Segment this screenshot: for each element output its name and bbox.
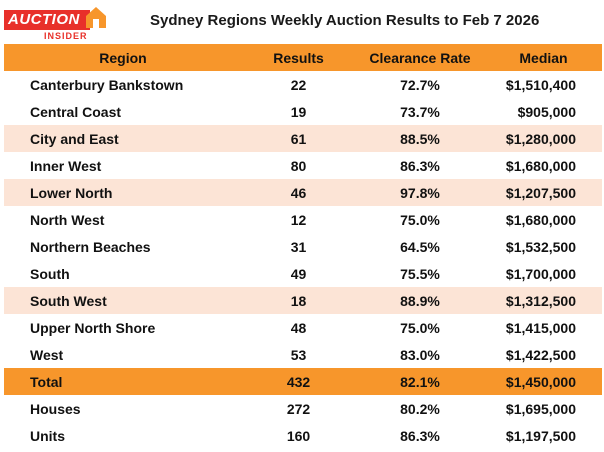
table-cell: South [30, 265, 70, 282]
table-cell: 53 [290, 346, 307, 363]
table-row: City and East 61 88.5% $1,280,000 [4, 125, 602, 152]
table-cell: 19 [290, 103, 307, 120]
table-cell: Central Coast [30, 103, 122, 120]
table-cell: 272 [286, 400, 311, 417]
table-cell: 97.8% [355, 179, 485, 206]
table-row: Total 432 82.1% $1,450,000 [4, 368, 602, 395]
table-cell: Units [30, 427, 65, 444]
logo: AUCTION INSIDER [4, 4, 108, 42]
header-cell: Median [485, 44, 602, 71]
table-cell: 80 [290, 157, 307, 174]
table-cell: 31 [290, 238, 307, 255]
table-cell: West [30, 346, 64, 363]
title: Sydney Regions Weekly Auction Results to… [150, 12, 540, 29]
table-cell: $1,680,000 [505, 211, 576, 228]
table-cell: Lower North [4, 179, 242, 206]
logo-sub: INSIDER [44, 31, 88, 41]
header-cell: Results [242, 44, 355, 71]
table-cell: 75.5% [400, 265, 440, 282]
table-row: South 49 75.5% $1,700,000 [4, 260, 602, 287]
table-cell: Upper North Shore [30, 319, 156, 336]
table-cell: 48 [290, 319, 307, 336]
table-cell: 432 [242, 368, 355, 395]
table-cell: 64.5% [400, 238, 440, 255]
table-cell: Houses [30, 400, 81, 417]
table-cell: 46 [242, 179, 355, 206]
table-row: Units 160 86.3% $1,197,500 [4, 422, 602, 449]
table-cell: 160 [286, 427, 311, 444]
table-cell: Total [4, 368, 242, 395]
table-cell: 18 [242, 287, 355, 314]
table-cell: Inner West [30, 157, 102, 174]
table-cell: $1,532,500 [505, 238, 576, 255]
table-row: South West 18 88.9% $1,312,500 [4, 287, 602, 314]
table-cell: 82.1% [355, 368, 485, 395]
table-cell: South West [4, 287, 242, 314]
table-cell: 83.0% [400, 346, 440, 363]
header-cell: Region [4, 44, 242, 71]
table-cell: $1,510,400 [505, 76, 576, 93]
table-cell: 72.7% [400, 76, 440, 93]
table-cell: $1,415,000 [505, 319, 576, 336]
table-cell: 75.0% [400, 211, 440, 228]
results-table: Region Results Clearance Rate Median Canter… [4, 44, 602, 449]
header-cell: Clearance Rate [355, 44, 485, 71]
table-cell: $1,422,500 [505, 346, 576, 363]
table-cell: $1,450,000 [485, 368, 602, 395]
table-cell: 49 [290, 265, 307, 282]
table-row: Northern Beaches 31 64.5% $1,532,500 [4, 233, 602, 260]
table-cell: $1,312,500 [485, 287, 602, 314]
table-row: Inner West 80 86.3% $1,680,000 [4, 152, 602, 179]
table-row: North West 12 75.0% $1,680,000 [4, 206, 602, 233]
table-row: Upper North Shore 48 75.0% $1,415,000 [4, 314, 602, 341]
table-cell: 86.3% [400, 427, 440, 444]
table-cell: North West [30, 211, 105, 228]
table-row: Central Coast 19 73.7% $905,000 [4, 98, 602, 125]
table-cell: 75.0% [400, 319, 440, 336]
table-cell: 73.7% [400, 103, 440, 120]
table-row: West 53 83.0% $1,422,500 [4, 341, 602, 368]
table-row: Lower North 46 97.8% $1,207,500 [4, 179, 602, 206]
table-cell: $1,680,000 [505, 157, 576, 174]
table-cell: 86.3% [400, 157, 440, 174]
table-cell: 88.5% [355, 125, 485, 152]
table-cell: 88.9% [355, 287, 485, 314]
table-cell: 61 [242, 125, 355, 152]
table-cell: Northern Beaches [30, 238, 151, 255]
table-cell: 80.2% [400, 400, 440, 417]
table-cell: 12 [290, 211, 307, 228]
table-cell: $905,000 [517, 103, 576, 120]
header-row: Region Results Clearance Rate Median [4, 44, 602, 71]
table-cell: $1,280,000 [485, 125, 602, 152]
table-cell: City and East [4, 125, 242, 152]
table-cell: Canterbury Bankstown [30, 76, 184, 93]
table-cell: $1,695,000 [505, 400, 576, 417]
table-cell: 22 [290, 76, 307, 93]
table-row: Canterbury Bankstown 22 72.7% $1,510,400 [4, 71, 602, 98]
table-cell: $1,197,500 [505, 427, 576, 444]
table-row: Houses 272 80.2% $1,695,000 [4, 395, 602, 422]
table-cell: $1,207,500 [485, 179, 602, 206]
table-cell: $1,700,000 [505, 265, 576, 282]
logo-name: AUCTION [4, 10, 90, 30]
logo-house [86, 7, 106, 28]
